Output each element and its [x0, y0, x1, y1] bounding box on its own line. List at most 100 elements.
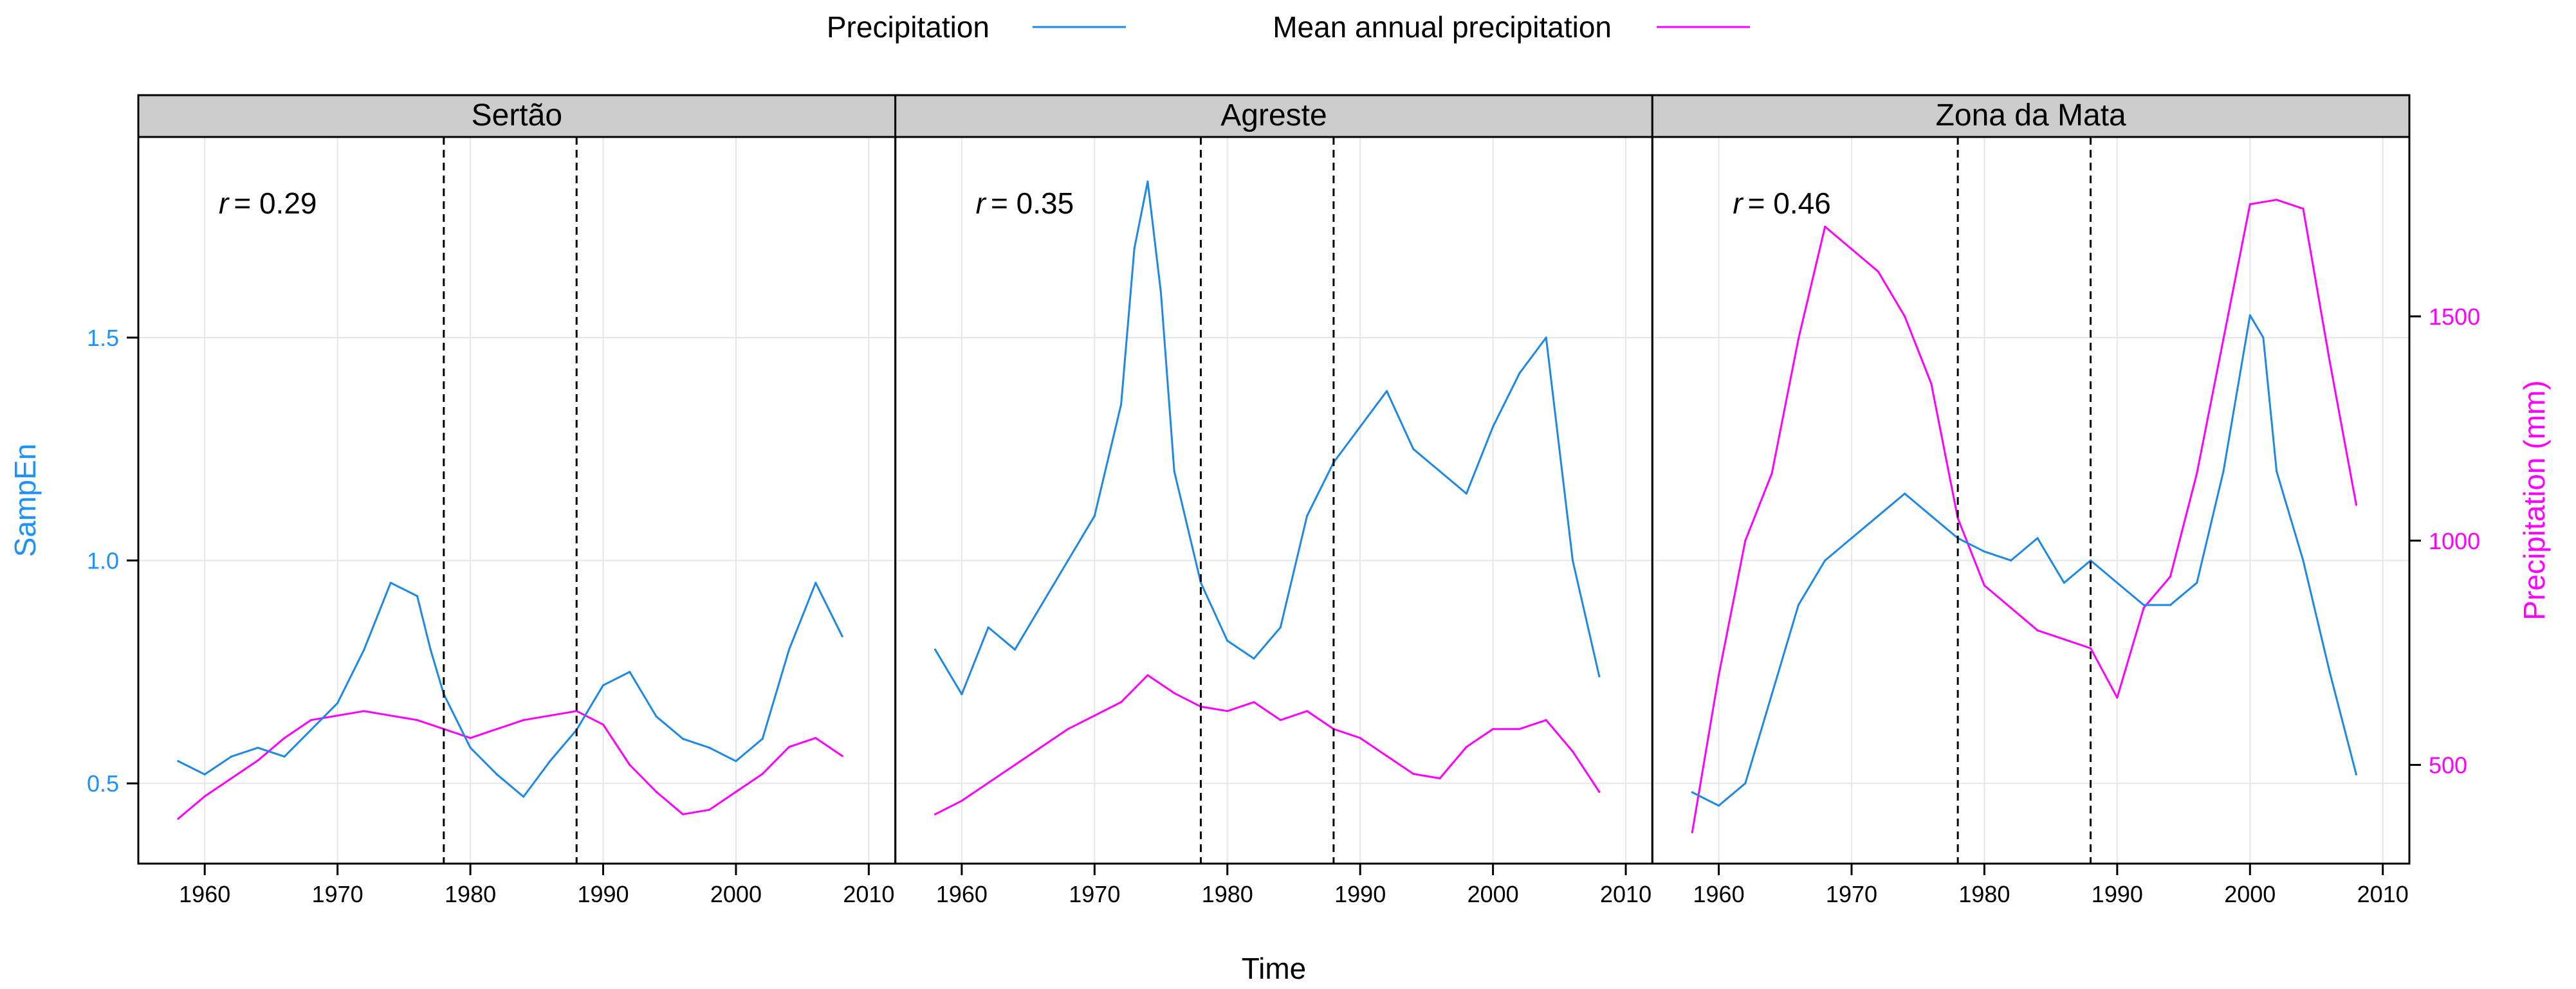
panel-0: Sertão r = 0.29 1960 1970 1980 1990 2000 2010: [137, 94, 897, 907]
data-point: [2169, 576, 2171, 578]
y-tick-label-left: 0.5: [87, 770, 119, 797]
data-point: [2116, 696, 2119, 699]
r-value: = 0.46: [1748, 186, 1831, 220]
data-point: [1159, 292, 1163, 295]
x-tick-label: 1990: [2092, 881, 2143, 907]
data-point: [2010, 606, 2012, 610]
data-point: [2090, 559, 2092, 562]
data-point: [1412, 448, 1415, 450]
x-tick-label: 2000: [710, 881, 762, 907]
data-point: [814, 581, 817, 584]
data-point: [2063, 581, 2065, 584]
data-point: [230, 777, 233, 780]
data-point: [309, 729, 312, 731]
data-point: [1797, 604, 1799, 606]
data-point: [549, 760, 551, 763]
data-point: [1598, 675, 1601, 678]
data-point: [2222, 470, 2225, 473]
data-point: [735, 760, 737, 763]
data-point: [1744, 540, 1747, 542]
data-point: [336, 702, 339, 704]
x-axis: 1960 1970 1980 1990 2000 2010: [1693, 864, 2409, 907]
r-annotation: r = 0.46: [1733, 186, 1831, 220]
r-symbol: r: [1733, 186, 1743, 220]
data-point: [1571, 559, 1574, 562]
data-point: [1067, 559, 1069, 562]
data-point: [1904, 493, 1906, 495]
data-point: [1306, 514, 1309, 517]
data-point: [522, 719, 525, 721]
data-point: [2222, 338, 2225, 340]
data-point: [416, 719, 419, 721]
data-point: [1771, 693, 1773, 696]
data-point: [761, 772, 764, 776]
data-point: [1797, 338, 1799, 340]
data-point: [1717, 674, 1720, 676]
data-point: [2276, 199, 2278, 201]
series-line-precipitation: [934, 180, 1601, 696]
series-line-mean-annual-precipitation: [177, 710, 843, 820]
data-point: [469, 737, 472, 739]
data-point: [1146, 180, 1149, 183]
data-point: [602, 684, 605, 687]
data-point: [1279, 626, 1282, 629]
data-point: [1439, 470, 1441, 473]
x-tick-label: 1960: [179, 881, 230, 907]
data-point: [1359, 426, 1361, 428]
series-line-mean-annual-precipitation: [1691, 199, 2357, 833]
data-point: [1691, 831, 1693, 833]
data-point: [1465, 493, 1467, 495]
data-point: [629, 763, 631, 767]
data-point: [2249, 203, 2251, 206]
data-point: [363, 710, 365, 712]
data-point: [1359, 737, 1361, 739]
x-axis: 1960 1970 1980 1990 2000 2010: [936, 864, 1651, 907]
data-point: [787, 648, 791, 651]
data-point: [1744, 782, 1747, 785]
data-point: [1492, 426, 1495, 428]
data-point: [2355, 504, 2357, 506]
data-point: [363, 648, 365, 651]
data-point: [1691, 791, 1693, 794]
data-point: [2196, 472, 2198, 475]
data-point: [681, 738, 684, 740]
data-point: [2262, 336, 2265, 339]
y-tick-label-left: 1.5: [87, 325, 119, 351]
data-point: [283, 737, 286, 739]
data-point: [1226, 639, 1229, 642]
r-annotation: r = 0.35: [976, 186, 1074, 220]
data-point: [1850, 537, 1853, 540]
y-tick-label-left: 1.0: [87, 548, 119, 574]
data-point: [2328, 360, 2331, 363]
panel-1: Agreste r = 0.35 1960 1970 1980 1990 2000 2010: [894, 94, 1653, 907]
data-point: [1199, 581, 1202, 584]
panel-frame: [1651, 136, 2411, 865]
panel-strip: [1651, 94, 2411, 138]
x-tick-label: 1970: [1826, 881, 1877, 907]
x-tick-label: 1960: [1693, 881, 1745, 907]
data-point: [1013, 648, 1017, 651]
data-point: [1983, 584, 1985, 587]
panel-title: Sertão: [472, 98, 562, 132]
data-point: [309, 719, 312, 721]
data-point: [1253, 657, 1255, 660]
data-point: [1771, 472, 1773, 475]
data-point: [961, 799, 963, 802]
data-point: [2063, 638, 2065, 640]
data-point: [735, 790, 737, 793]
x-tick-label: 1970: [312, 881, 363, 907]
data-point: [2036, 537, 2039, 540]
data-point: [257, 759, 259, 762]
panel-data: [934, 180, 1601, 815]
data-point: [549, 714, 551, 717]
data-point: [1173, 470, 1175, 473]
data-point: [2036, 629, 2039, 631]
data-point: [1824, 225, 1826, 228]
data-point: [1173, 692, 1175, 694]
y-tick-label-right: 500: [2429, 752, 2467, 779]
data-point: [257, 747, 259, 749]
data-point: [1279, 719, 1282, 721]
data-point: [1850, 248, 1853, 250]
data-point: [2142, 606, 2145, 610]
